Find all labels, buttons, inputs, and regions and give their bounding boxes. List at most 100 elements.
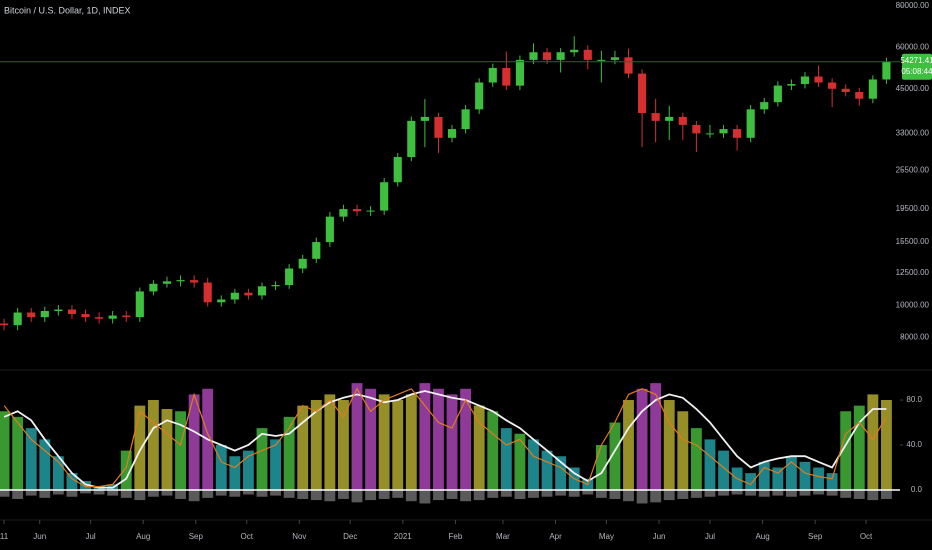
negative-bar — [677, 489, 689, 499]
histogram-bar — [365, 388, 377, 490]
candle-body — [583, 49, 592, 60]
candle-body — [190, 280, 199, 283]
candle-body — [271, 285, 280, 287]
histogram-bar — [473, 405, 485, 490]
x-tick-label: Jun — [653, 532, 666, 541]
negative-bar — [487, 489, 499, 498]
candle-body — [868, 79, 877, 99]
negative-bar — [568, 489, 580, 497]
candle-body — [122, 315, 131, 318]
y-tick-label: 19500.00 — [896, 204, 930, 213]
candle-body — [339, 209, 348, 217]
histogram-bar — [826, 473, 838, 490]
negative-bar — [772, 489, 784, 496]
negative-bar — [39, 489, 51, 498]
candle-body — [624, 57, 633, 74]
histogram-bar — [419, 383, 431, 490]
negative-bar — [514, 489, 526, 499]
negative-bar — [785, 489, 797, 497]
negative-bar — [582, 489, 594, 495]
negative-bar — [93, 489, 105, 495]
negative-bar — [446, 489, 458, 499]
candle-body — [67, 309, 77, 315]
x-tick-label: Dec — [343, 532, 357, 541]
y-tick-label: 33000.00 — [896, 128, 930, 137]
candle-body — [108, 315, 117, 319]
negative-bar — [175, 489, 186, 499]
candle-body — [13, 312, 22, 326]
histogram-bar — [39, 439, 51, 490]
y-tick-label: 40.0 — [906, 440, 922, 449]
negative-bar — [609, 489, 621, 499]
histogram-bar — [772, 467, 784, 490]
negative-bar — [107, 489, 119, 496]
indicator-line — [3, 390, 887, 489]
x-tick-label: 2021 — [394, 532, 412, 541]
histogram-bar — [25, 428, 37, 490]
candle-body — [719, 129, 728, 134]
candle-body — [760, 102, 769, 110]
x-tick-label: Mar — [496, 532, 510, 541]
candle-body — [312, 242, 321, 259]
candle-body — [705, 133, 715, 135]
histogram-bar — [433, 388, 444, 490]
candle-body — [638, 73, 647, 114]
y-tick-label: 80000.00 — [896, 1, 930, 10]
candle-body — [610, 57, 620, 60]
negative-bar — [120, 489, 132, 498]
negative-bar — [433, 489, 444, 501]
negative-bar — [500, 489, 512, 497]
negative-bar — [473, 489, 485, 501]
negative-bar — [880, 489, 892, 499]
candle-body — [407, 120, 416, 158]
histogram-bar — [80, 480, 91, 490]
negative-bar — [161, 489, 173, 496]
histogram-bar — [0, 411, 10, 490]
negative-bar — [283, 489, 295, 498]
negative-bar — [840, 489, 852, 498]
histogram-bar — [704, 439, 716, 490]
candle-body — [257, 286, 267, 296]
candle-body — [352, 209, 362, 212]
x-tick-label: Apr — [549, 532, 562, 541]
negative-bar — [297, 489, 309, 499]
candle-body — [81, 314, 90, 318]
candle-body — [380, 182, 389, 211]
histogram-bar — [242, 450, 254, 490]
negative-bar — [215, 489, 227, 496]
negative-bar — [745, 489, 757, 496]
negative-bar — [690, 489, 702, 498]
x-tick-label: Oct — [240, 532, 253, 541]
histogram-bar — [392, 400, 404, 490]
histogram-bar — [405, 394, 417, 490]
negative-bar — [338, 489, 349, 499]
candle-body — [665, 116, 674, 121]
negative-bar — [0, 489, 10, 497]
negative-bar — [405, 489, 417, 502]
negative-bar — [718, 489, 729, 496]
candle-body — [556, 52, 565, 60]
histogram-bar — [134, 405, 146, 490]
y-tick-label: 10000.00 — [896, 300, 930, 309]
candle-body — [149, 283, 158, 292]
negative-bar — [731, 489, 743, 495]
negative-bar — [351, 489, 363, 503]
histogram-bar — [799, 461, 811, 490]
histogram-bar — [120, 450, 132, 490]
negative-bar — [242, 489, 254, 495]
histogram-bar — [663, 400, 675, 490]
candle-body — [855, 91, 864, 99]
candle-body — [828, 82, 837, 89]
candle-body — [135, 291, 144, 318]
negative-bar — [52, 489, 64, 495]
histogram-bar — [718, 450, 729, 490]
negative-bar — [270, 489, 281, 496]
negative-bar — [147, 489, 159, 497]
y-tick-label: 12500.00 — [896, 268, 930, 277]
candle-body — [244, 292, 253, 296]
x-tick-label: May — [599, 532, 614, 541]
negative-bar — [826, 489, 838, 496]
candle-body — [597, 59, 606, 61]
negative-bar — [12, 489, 24, 499]
histogram-bar — [378, 394, 390, 490]
